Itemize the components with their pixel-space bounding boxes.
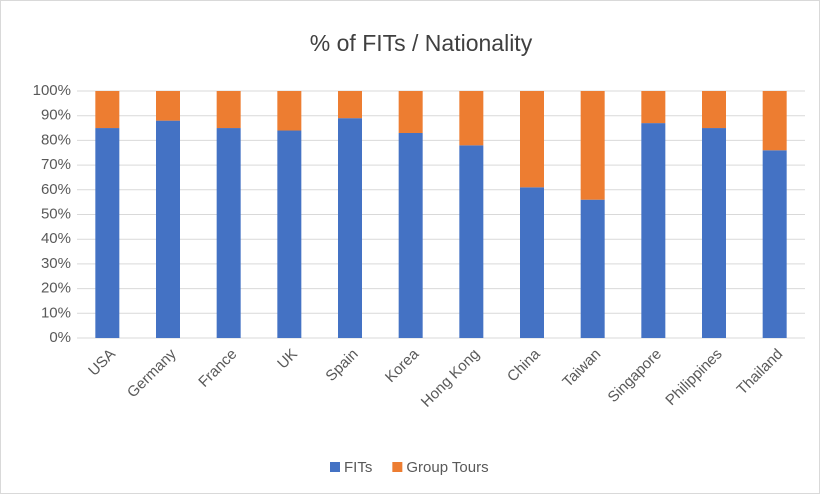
y-tick-label: 100%: [33, 82, 71, 99]
bar-segment: [520, 91, 544, 188]
y-tick-label: 90%: [41, 107, 71, 124]
bar-segment: [156, 120, 180, 338]
bar-segment: [338, 118, 362, 338]
bar-segment: [459, 145, 484, 338]
bar-segment: [398, 132, 423, 338]
bar-segment: [702, 128, 726, 338]
y-tick-label: 80%: [41, 131, 71, 148]
legend-label: FITs: [344, 459, 372, 476]
legend-swatch: [330, 462, 340, 472]
bar-segment: [580, 91, 605, 200]
bar-segment: [277, 130, 302, 338]
bar-segment: [216, 91, 241, 129]
y-tick-label: 30%: [41, 255, 71, 272]
bar-segment: [641, 123, 666, 338]
y-tick-label: 0%: [49, 329, 71, 346]
bar-segment: [216, 128, 241, 338]
bar-segment: [641, 91, 666, 124]
bar-segment: [520, 187, 544, 338]
bar-segment: [762, 150, 787, 338]
bar-segment: [702, 91, 726, 129]
bar-segment: [398, 91, 423, 133]
y-tick-label: 60%: [41, 181, 71, 198]
y-tick-label: 40%: [41, 230, 71, 247]
y-tick-label: 50%: [41, 205, 71, 222]
bar-segment: [95, 128, 120, 338]
legend-label: Group Tours: [406, 459, 488, 476]
chart-title: % of FITs / Nationality: [310, 30, 533, 56]
legend-swatch: [392, 462, 403, 472]
bar-segment: [156, 91, 180, 121]
bar-segment: [762, 91, 787, 151]
bar-segment: [338, 91, 362, 119]
y-tick-label: 20%: [41, 280, 71, 297]
bar-segment: [277, 91, 302, 131]
y-tick-label: 10%: [41, 304, 71, 321]
bar-segment: [95, 91, 120, 129]
bar-segment: [459, 91, 484, 146]
y-tick-label: 70%: [41, 156, 71, 173]
bar-segment: [580, 199, 605, 338]
